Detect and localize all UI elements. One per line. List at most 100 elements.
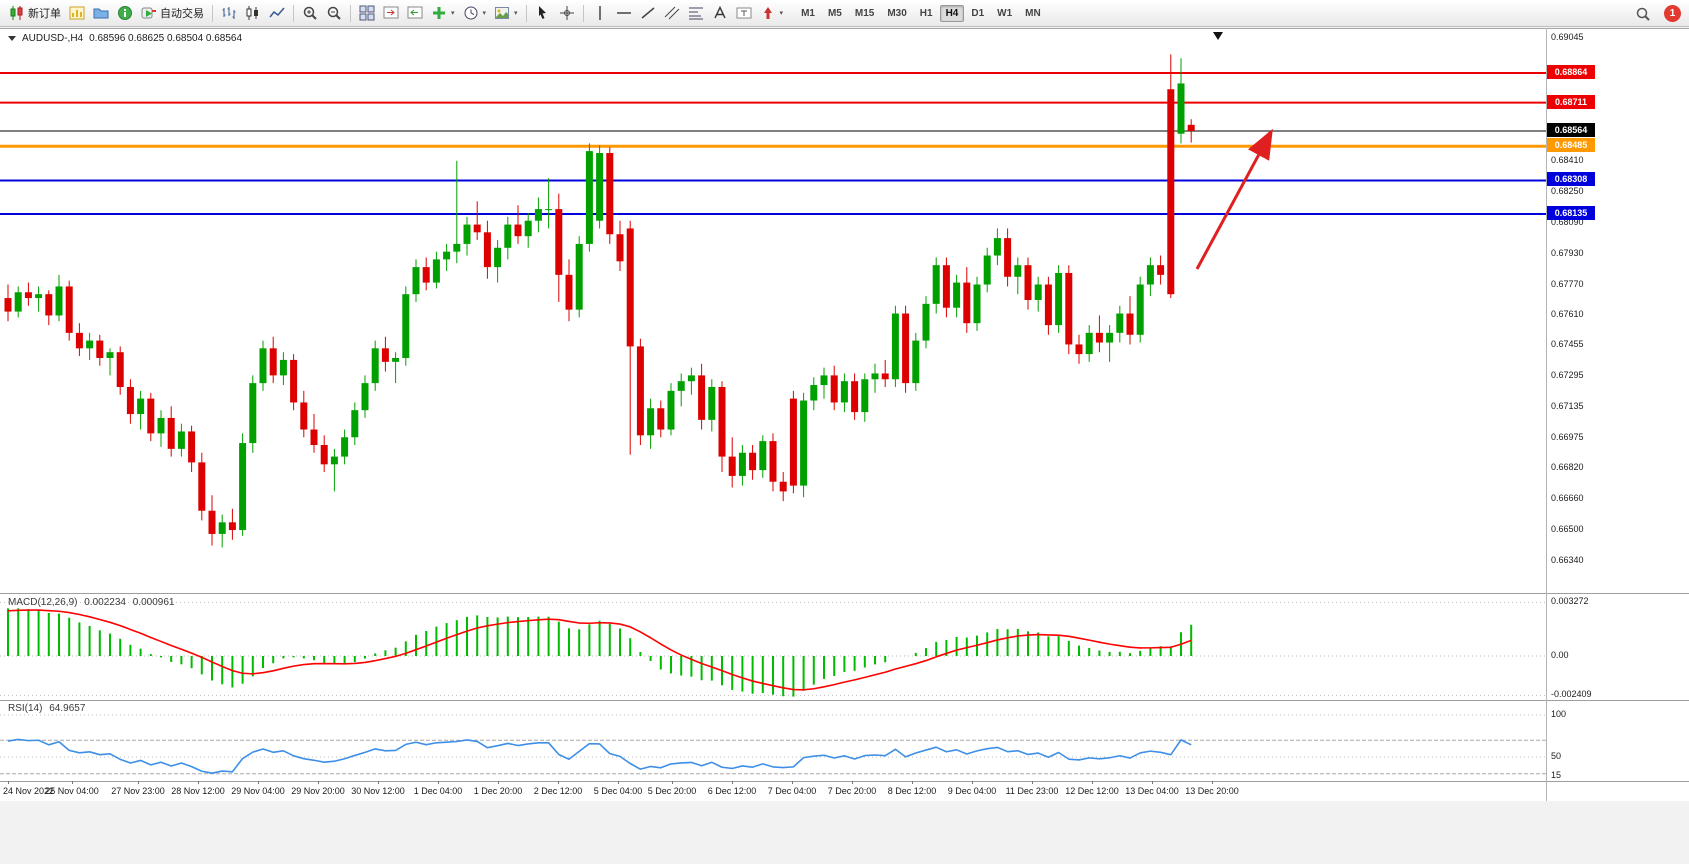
text-label-button[interactable] bbox=[732, 3, 756, 24]
text-button[interactable] bbox=[708, 3, 732, 24]
crosshair-button[interactable] bbox=[555, 3, 579, 24]
line-chart-button[interactable] bbox=[265, 3, 289, 24]
auto-trading-button[interactable]: 自动交易 bbox=[137, 3, 208, 24]
bar-chart-button[interactable] bbox=[217, 3, 241, 24]
time-tick-label: 8 Dec 12:00 bbox=[887, 786, 937, 796]
candles-chart-icon bbox=[246, 6, 258, 20]
price-tick-label: 0.66820 bbox=[1551, 462, 1584, 473]
price-tick-label: 0.66500 bbox=[1551, 524, 1584, 535]
price-scale[interactable]: 0.69045 0.68410 0.68250 0.68090 0.67930 0.677… bbox=[1546, 28, 1689, 801]
time-tick-mark bbox=[318, 781, 319, 784]
rsi-panel[interactable] bbox=[0, 700, 1689, 781]
time-tick-mark bbox=[1032, 781, 1033, 784]
time-axis-panel[interactable] bbox=[0, 781, 1689, 801]
price-badge-0.68308: 0.68308 bbox=[1547, 172, 1595, 187]
templates-button[interactable]: ▾ bbox=[490, 3, 522, 24]
horizontal-line-button[interactable] bbox=[612, 3, 636, 24]
price-tick-label: 0.68250 bbox=[1551, 185, 1584, 196]
toolbar: 新订单 自动交易 ▾ ▾ ▾ ▾ M1 M5 M15 M30 H1 H4 D1 W1 MN 1 bbox=[0, 0, 1689, 27]
tile-windows-button[interactable] bbox=[355, 3, 379, 24]
indicators-icon bbox=[433, 7, 445, 19]
timeframe-D1[interactable]: D1 bbox=[971, 7, 985, 19]
price-tick-label: 0.66340 bbox=[1551, 555, 1584, 565]
time-tick-label: 6 Dec 12:00 bbox=[707, 786, 757, 796]
chart-title: AUDUSD-,H4 0.68596 0.68625 0.68504 0.685… bbox=[8, 33, 242, 44]
candlestick-chart-button[interactable] bbox=[241, 3, 265, 24]
timeframe-M30[interactable]: M30 bbox=[887, 7, 907, 19]
new-order-button[interactable]: 新订单 bbox=[5, 3, 65, 24]
rsi-scale-label: 50 bbox=[1551, 751, 1562, 761]
channel-button[interactable] bbox=[660, 3, 684, 24]
timeframe-H4[interactable]: H4 bbox=[939, 4, 965, 22]
data-window-button[interactable] bbox=[113, 3, 137, 24]
rsi-line bbox=[7, 738, 1192, 774]
time-tick-mark bbox=[8, 781, 9, 784]
time-tick-mark bbox=[1152, 781, 1153, 784]
periods-button[interactable]: ▾ bbox=[459, 3, 491, 24]
timeframe-M15[interactable]: M15 bbox=[854, 7, 875, 19]
time-tick-mark bbox=[792, 781, 793, 784]
macd-main-value: 0.002234 bbox=[84, 597, 126, 608]
price-badge-0.68564: 0.68564 bbox=[1547, 122, 1595, 137]
price-tick-label: 0.67770 bbox=[1551, 278, 1584, 289]
indicators-button[interactable]: ▾ bbox=[427, 3, 459, 24]
time-axis[interactable]: 24 Nov 2022 25 Nov 04:00 27 Nov 23:00 28 No… bbox=[0, 781, 1546, 801]
charts-button[interactable] bbox=[65, 3, 89, 24]
rsi-canvas bbox=[0, 714, 1546, 775]
cursor-icon bbox=[538, 6, 546, 19]
macd-scale-label: 0.003272 bbox=[1551, 596, 1589, 607]
time-tick-label: 1 Dec 04:00 bbox=[413, 786, 463, 796]
text-icon bbox=[713, 5, 726, 19]
arrows-button[interactable]: ▾ bbox=[756, 3, 788, 24]
timeframe-W1[interactable]: W1 bbox=[997, 7, 1013, 19]
fibonacci-button[interactable] bbox=[684, 3, 708, 24]
chart-shift-button[interactable] bbox=[379, 3, 403, 24]
rsi-label: RSI(14) 64.9657 bbox=[8, 703, 89, 714]
price-tick-label: 0.66975 bbox=[1551, 432, 1584, 443]
time-tick-mark bbox=[1092, 781, 1093, 784]
time-tick-label: 5 Dec 20:00 bbox=[647, 786, 697, 796]
price-tick-label: 0.68410 bbox=[1551, 154, 1584, 165]
chevron-down-icon[interactable] bbox=[8, 36, 16, 41]
zoom-out-button[interactable] bbox=[322, 3, 346, 24]
timeframe-MN[interactable]: MN bbox=[1025, 7, 1041, 19]
arrows-icon bbox=[763, 7, 772, 19]
toolbar-separator bbox=[582, 4, 584, 22]
time-tick-label: 2 Dec 12:00 bbox=[533, 786, 583, 796]
timeframe-M5[interactable]: M5 bbox=[827, 7, 842, 19]
channel-icon bbox=[664, 6, 679, 20]
time-tick-label: 1 Dec 20:00 bbox=[473, 786, 523, 796]
cursor-button[interactable] bbox=[531, 3, 555, 24]
autotrade-icon bbox=[141, 7, 156, 19]
price-chart-panel[interactable] bbox=[0, 28, 1689, 593]
price-badge-0.68485: 0.68485 bbox=[1547, 138, 1595, 153]
price-badge-0.68711: 0.68711 bbox=[1547, 94, 1595, 109]
timeframe-M1[interactable]: M1 bbox=[801, 7, 815, 19]
search-button[interactable] bbox=[1631, 3, 1655, 24]
macd-panel[interactable] bbox=[0, 593, 1689, 700]
hline-icon bbox=[616, 12, 631, 14]
rsi-value: 64.9657 bbox=[49, 703, 86, 714]
trendline-button[interactable] bbox=[636, 3, 660, 24]
macd-histogram bbox=[7, 608, 1193, 697]
timeframe-H1[interactable]: H1 bbox=[919, 7, 933, 19]
macd-signal-value: 0.000961 bbox=[132, 597, 175, 608]
vline-icon bbox=[598, 6, 601, 20]
price-tick-label: 0.66660 bbox=[1551, 493, 1584, 504]
down-triangle-marker[interactable] bbox=[1213, 32, 1223, 40]
auto-scroll-button[interactable] bbox=[403, 3, 427, 24]
notification-badge[interactable]: 1 bbox=[1664, 5, 1681, 22]
profiles-button[interactable] bbox=[89, 3, 113, 24]
toolbar-separator bbox=[293, 4, 294, 22]
vertical-line-button[interactable] bbox=[588, 3, 612, 24]
trend-arrow-annotation[interactable] bbox=[1195, 128, 1273, 270]
chart-ohlc-values: 0.68596 0.68625 0.68504 0.68564 bbox=[89, 33, 243, 44]
charts-icon bbox=[69, 6, 85, 20]
price-tick-label: 0.67610 bbox=[1551, 309, 1584, 320]
price-scale-divider bbox=[1546, 28, 1547, 801]
zoom-in-button[interactable] bbox=[298, 3, 322, 24]
time-tick-mark bbox=[438, 781, 439, 784]
macd-label: MACD(12,26,9) 0.002234 0.000961 bbox=[8, 597, 178, 608]
time-tick-label: 13 Dec 20:00 bbox=[1185, 786, 1239, 796]
